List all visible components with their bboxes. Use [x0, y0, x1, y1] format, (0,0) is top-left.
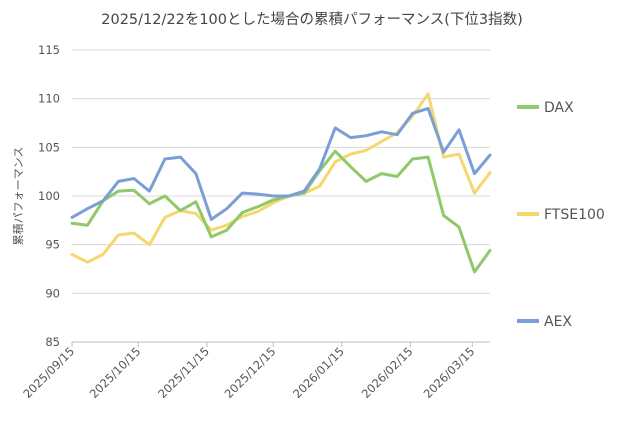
- legend: DAX FTSE100 AEX: [517, 100, 605, 330]
- y-tick-label: 85: [45, 335, 60, 349]
- x-ticks: 2025/09/15 2025/10/15 2025/11/15 2025/12/15…: [20, 342, 477, 401]
- y-tick-label: 110: [38, 92, 60, 106]
- x-tick-label: 2026/01/15: [290, 344, 347, 401]
- y-tick-label: 115: [38, 43, 60, 57]
- y-tick-label: 90: [45, 286, 60, 300]
- legend-label-aex: AEX: [544, 314, 572, 330]
- series-line-aex: [70, 106, 492, 221]
- x-tick-label: 2025/12/15: [222, 344, 279, 401]
- chart-title: 2025/12/22を100とした場合の累積パフォーマンス(下位3指数): [101, 11, 523, 28]
- y-tick-label: 95: [45, 238, 60, 252]
- legend-label-ftse100: FTSE100: [544, 207, 605, 223]
- y-tick-label: 100: [38, 189, 60, 203]
- y-tick-label: 105: [38, 140, 60, 154]
- legend-label-dax: DAX: [544, 100, 574, 116]
- x-tick-label: 2025/10/15: [87, 344, 144, 401]
- y-ticks: 85 90 95 100 105 110 115: [38, 43, 60, 349]
- series-line-dax: [70, 149, 492, 274]
- x-tick-label: 2026/03/15: [421, 344, 478, 401]
- y-axis-label: 累積パフォーマンス: [11, 147, 25, 246]
- series-lines: [70, 92, 492, 274]
- x-tick-label: 2025/09/15: [20, 344, 77, 401]
- x-tick-label: 2026/02/15: [359, 344, 416, 401]
- x-tick-label: 2025/11/15: [155, 344, 212, 401]
